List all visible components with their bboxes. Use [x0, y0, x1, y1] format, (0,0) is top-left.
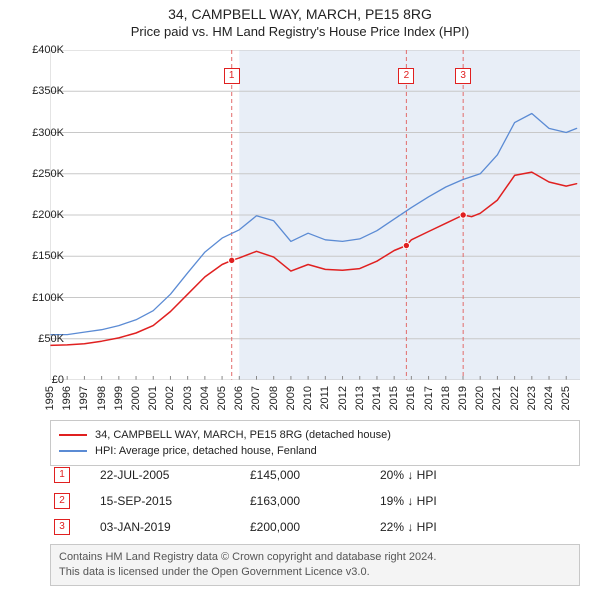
x-tick-label: 2025: [560, 386, 572, 410]
x-tick-label: 2010: [302, 386, 314, 410]
x-tick-label: 2013: [354, 386, 366, 410]
legend-row-hpi: HPI: Average price, detached house, Fenl…: [59, 443, 571, 459]
legend-label-hpi: HPI: Average price, detached house, Fenl…: [95, 445, 317, 457]
sales-row-2: 2 15-SEP-2015 £163,000 19% ↓ HPI: [50, 488, 580, 514]
x-tick-label: 2008: [268, 386, 280, 410]
y-tick-label: £50K: [4, 333, 64, 345]
sales-delta-3: 22% ↓ HPI: [380, 520, 520, 534]
legend-swatch-hpi: [59, 450, 87, 452]
x-tick-label: 2024: [543, 386, 555, 410]
sales-flag-3: 3: [54, 519, 70, 535]
x-tick-label: 1999: [113, 386, 125, 410]
sale-flag-3: 3: [455, 68, 471, 84]
x-tick-label: 2016: [405, 386, 417, 410]
titles: 34, CAMPBELL WAY, MARCH, PE15 8RG Price …: [0, 0, 600, 39]
sales-delta-1: 20% ↓ HPI: [380, 468, 520, 482]
x-tick-label: 1997: [78, 386, 90, 410]
x-tick-label: 2014: [371, 386, 383, 410]
x-tick-label: 2022: [509, 386, 521, 410]
y-tick-label: £0: [4, 374, 64, 386]
x-tick-label: 2009: [285, 386, 297, 410]
y-tick-label: £100K: [4, 292, 64, 304]
sales-date-2: 15-SEP-2015: [70, 494, 250, 508]
x-tick-label: 2015: [388, 386, 400, 410]
y-tick-label: £300K: [4, 127, 64, 139]
title-main: 34, CAMPBELL WAY, MARCH, PE15 8RG: [0, 6, 600, 22]
sale-flag-1: 1: [224, 68, 240, 84]
y-tick-label: £400K: [4, 44, 64, 56]
x-tick-label: 2006: [233, 386, 245, 410]
x-tick-label: 2003: [182, 386, 194, 410]
y-tick-label: £150K: [4, 250, 64, 262]
sales-price-1: £145,000: [250, 468, 380, 482]
sales-date-1: 22-JUL-2005: [70, 468, 250, 482]
sales-table: 1 22-JUL-2005 £145,000 20% ↓ HPI 2 15-SE…: [50, 462, 580, 540]
x-tick-label: 2000: [130, 386, 142, 410]
legend: 34, CAMPBELL WAY, MARCH, PE15 8RG (detac…: [50, 420, 580, 466]
plot-area: [50, 50, 580, 380]
x-tick-label: 2021: [491, 386, 503, 410]
sales-row-1: 1 22-JUL-2005 £145,000 20% ↓ HPI: [50, 462, 580, 488]
x-tick-label: 2002: [164, 386, 176, 410]
x-tick-label: 2004: [199, 386, 211, 410]
x-tick-label: 1998: [96, 386, 108, 410]
x-tick-label: 2007: [250, 386, 262, 410]
plot-svg: [50, 50, 580, 380]
legend-label-property: 34, CAMPBELL WAY, MARCH, PE15 8RG (detac…: [95, 429, 391, 441]
y-tick-label: £350K: [4, 85, 64, 97]
sales-price-2: £163,000: [250, 494, 380, 508]
y-tick-label: £200K: [4, 209, 64, 221]
sales-flag-2: 2: [54, 493, 70, 509]
y-tick-label: £250K: [4, 168, 64, 180]
x-tick-label: 2023: [526, 386, 538, 410]
x-tick-label: 2019: [457, 386, 469, 410]
sales-price-3: £200,000: [250, 520, 380, 534]
footer-line2: This data is licensed under the Open Gov…: [59, 565, 571, 580]
sales-date-3: 03-JAN-2019: [70, 520, 250, 534]
x-tick-label: 2012: [337, 386, 349, 410]
x-tick-label: 2011: [319, 386, 331, 410]
legend-row-property: 34, CAMPBELL WAY, MARCH, PE15 8RG (detac…: [59, 427, 571, 443]
sales-row-3: 3 03-JAN-2019 £200,000 22% ↓ HPI: [50, 514, 580, 540]
x-tick-label: 1996: [61, 386, 73, 410]
x-tick-label: 2018: [440, 386, 452, 410]
chart-container: 34, CAMPBELL WAY, MARCH, PE15 8RG Price …: [0, 0, 600, 590]
x-tick-label: 2020: [474, 386, 486, 410]
sales-delta-2: 19% ↓ HPI: [380, 494, 520, 508]
sales-flag-1: 1: [54, 467, 70, 483]
x-tick-label: 2005: [216, 386, 228, 410]
footer-line1: Contains HM Land Registry data © Crown c…: [59, 550, 571, 565]
sale-flag-2: 2: [398, 68, 414, 84]
footer: Contains HM Land Registry data © Crown c…: [50, 544, 580, 586]
x-tick-label: 2001: [147, 386, 159, 410]
x-tick-label: 1995: [44, 386, 56, 410]
legend-swatch-property: [59, 434, 87, 436]
x-tick-label: 2017: [423, 386, 435, 410]
title-sub: Price paid vs. HM Land Registry's House …: [0, 22, 600, 39]
